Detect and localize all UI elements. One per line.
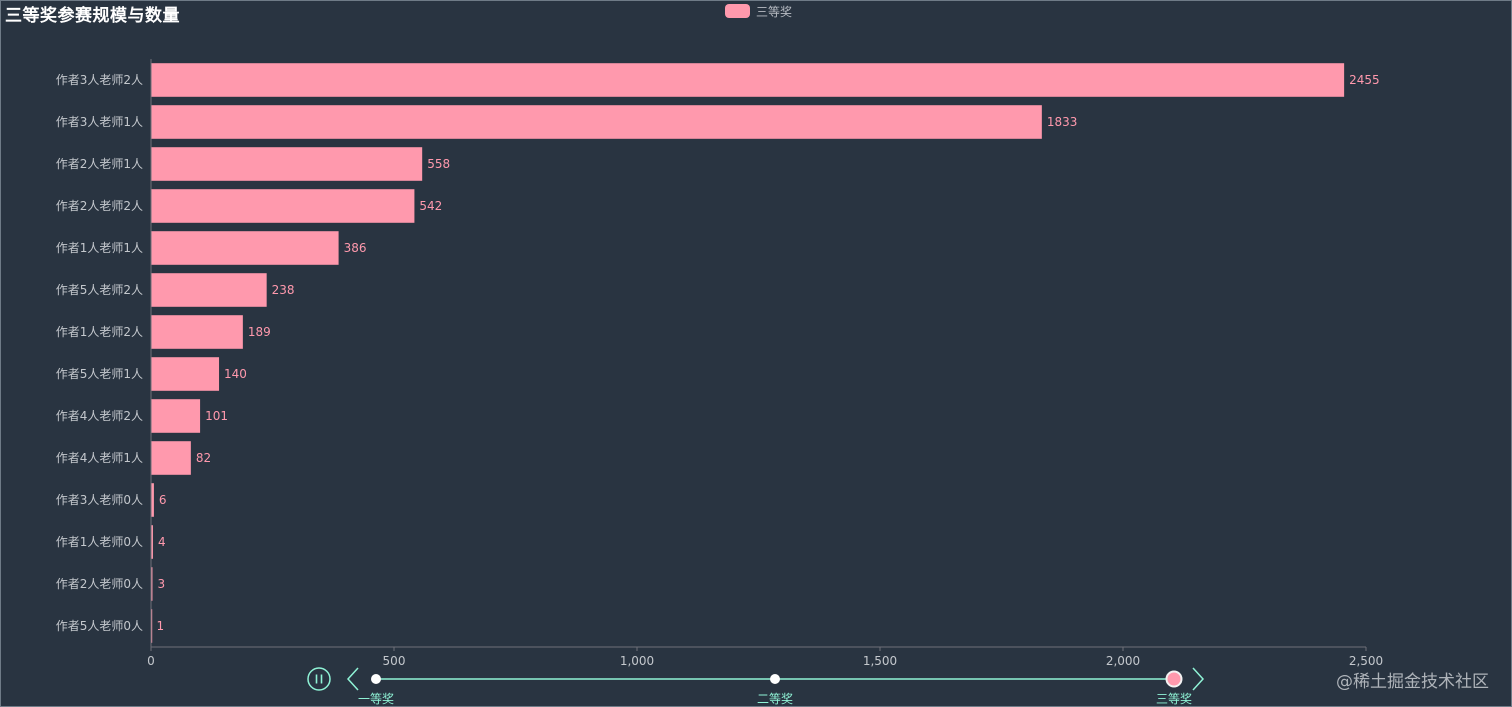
bar-9[interactable] bbox=[151, 399, 201, 433]
chart-title: 三等奖参赛规模与数量 bbox=[5, 6, 180, 26]
x-tick-label: 0 bbox=[147, 654, 155, 668]
bar-13[interactable] bbox=[151, 567, 153, 601]
category-label: 作者2人老师2人 bbox=[56, 199, 143, 213]
value-label: 386 bbox=[344, 241, 367, 255]
category-label: 作者5人老师2人 bbox=[56, 283, 143, 297]
pause-button[interactable] bbox=[307, 667, 331, 691]
chevron-right-icon[interactable] bbox=[1192, 667, 1205, 691]
category-label: 作者3人老师1人 bbox=[56, 115, 143, 129]
timeline-current-point[interactable] bbox=[1165, 670, 1183, 688]
bar-2[interactable] bbox=[151, 105, 1042, 139]
value-label: 6 bbox=[159, 493, 167, 507]
category-label: 作者2人老师1人 bbox=[56, 157, 143, 171]
category-label: 作者1人老师1人 bbox=[56, 241, 143, 255]
x-axis: 0 500 1,000 1,500 2,000 2,500 bbox=[147, 59, 1383, 668]
bar-7[interactable] bbox=[151, 315, 243, 349]
value-label: 542 bbox=[419, 199, 442, 213]
category-label: 作者1人老师2人 bbox=[56, 325, 143, 339]
legend-label: 三等奖 bbox=[756, 4, 793, 19]
timeline-point[interactable] bbox=[371, 674, 381, 684]
bar-3[interactable] bbox=[151, 147, 423, 181]
timeline-label[interactable]: 一等奖 bbox=[358, 692, 394, 706]
x-tick-label: 1,500 bbox=[863, 654, 897, 668]
x-tick-label: 2,500 bbox=[1349, 654, 1383, 668]
labels-layer: 作者3人老师2人 2455 作者3人老师1人 1833 作者2人老师1人 558 作者2人老… bbox=[56, 73, 1380, 633]
timeline-label[interactable]: 三等奖 bbox=[1156, 692, 1192, 706]
category-label: 作者3人老师2人 bbox=[56, 73, 143, 87]
category-label: 作者3人老师0人 bbox=[56, 493, 143, 507]
value-label: 189 bbox=[248, 325, 271, 339]
bars-layer bbox=[151, 63, 1345, 643]
bar-1[interactable] bbox=[151, 63, 1345, 97]
timeline: 一等奖 二等奖 三等奖 bbox=[307, 667, 1205, 706]
chevron-left-icon[interactable] bbox=[346, 667, 359, 691]
x-tick-label: 1,000 bbox=[620, 654, 654, 668]
bar-11[interactable] bbox=[151, 483, 154, 517]
category-label: 作者5人老师1人 bbox=[56, 367, 143, 381]
value-label: 2455 bbox=[1349, 73, 1380, 87]
bar-10[interactable] bbox=[151, 441, 191, 475]
category-label: 作者2人老师0人 bbox=[56, 577, 143, 591]
watermark: @稀土掘金技术社区 bbox=[1336, 672, 1489, 692]
bar-14[interactable] bbox=[151, 609, 153, 643]
value-label: 1 bbox=[156, 619, 164, 633]
bar-8[interactable] bbox=[151, 357, 220, 391]
legend-swatch bbox=[725, 4, 750, 18]
bar-5[interactable] bbox=[151, 231, 339, 265]
category-label: 作者1人老师0人 bbox=[56, 535, 143, 549]
value-label: 140 bbox=[224, 367, 247, 381]
legend[interactable]: 三等奖 bbox=[725, 3, 792, 19]
timeline-label[interactable]: 二等奖 bbox=[757, 692, 793, 706]
value-label: 101 bbox=[205, 409, 228, 423]
value-label: 1833 bbox=[1047, 115, 1078, 129]
category-label: 作者5人老师0人 bbox=[56, 619, 143, 633]
category-label: 作者4人老师2人 bbox=[56, 409, 143, 423]
value-label: 82 bbox=[196, 451, 211, 465]
value-label: 4 bbox=[158, 535, 166, 549]
category-label: 作者4人老师1人 bbox=[56, 451, 143, 465]
timeline-point[interactable] bbox=[770, 674, 780, 684]
value-label: 238 bbox=[272, 283, 295, 297]
x-tick-label: 2,000 bbox=[1106, 654, 1140, 668]
value-label: 3 bbox=[157, 577, 165, 591]
bar-4[interactable] bbox=[151, 189, 415, 223]
x-tick-label: 500 bbox=[383, 654, 406, 668]
bar-12[interactable] bbox=[151, 525, 153, 559]
value-label: 558 bbox=[427, 157, 450, 171]
bar-6[interactable] bbox=[151, 273, 267, 307]
